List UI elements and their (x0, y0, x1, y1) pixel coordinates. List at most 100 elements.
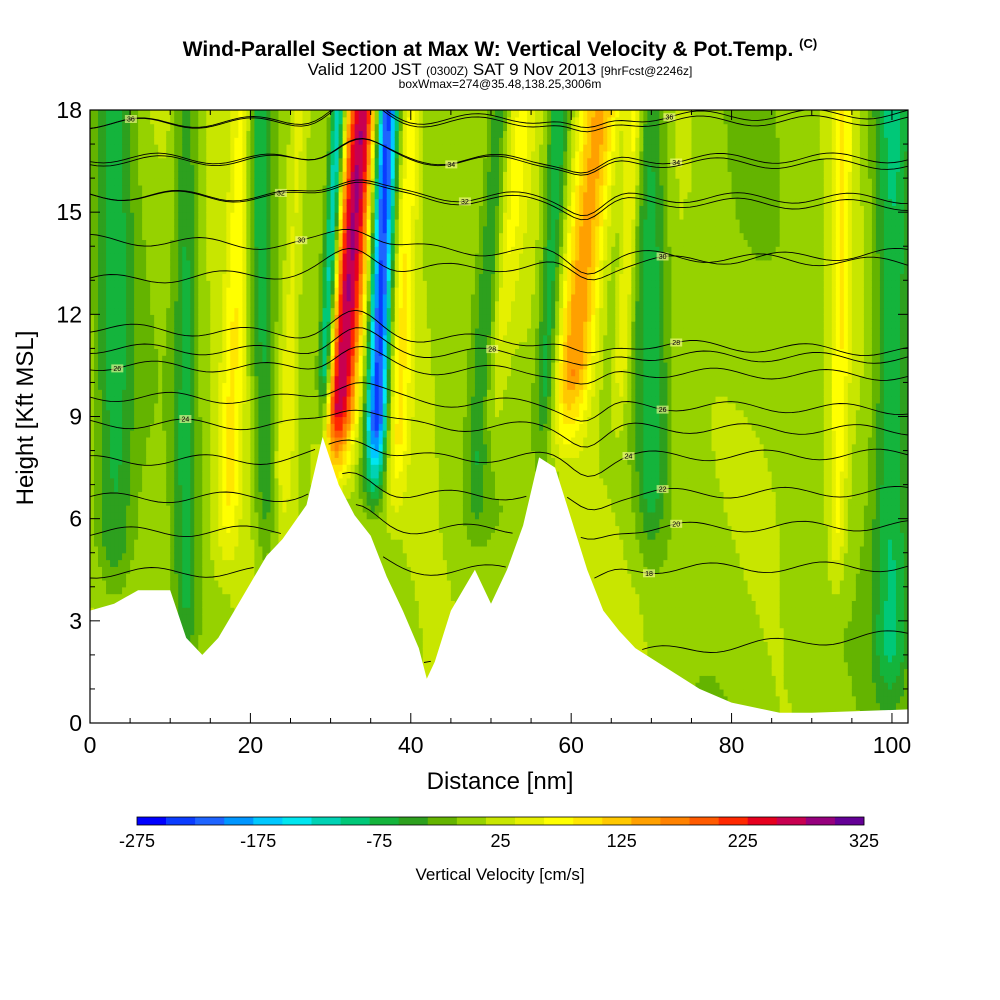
velocity-cell (230, 266, 235, 275)
velocity-cell (250, 232, 255, 241)
velocity-cell (214, 218, 219, 227)
velocity-cell (250, 212, 255, 220)
velocity-cell (270, 348, 276, 356)
velocity-cell (146, 559, 151, 567)
velocity-cell (130, 457, 135, 465)
velocity-cell (294, 300, 300, 309)
velocity-cell (230, 321, 235, 329)
velocity-cell (90, 600, 95, 608)
velocity-cell (246, 559, 251, 567)
velocity-cell (278, 314, 284, 322)
velocity-cell (206, 518, 211, 527)
velocity-cell (210, 327, 215, 336)
velocity-cell (270, 505, 276, 513)
velocity-cell (162, 144, 167, 152)
velocity-cell (194, 164, 199, 172)
velocity-cell (214, 110, 219, 118)
velocity-cell (90, 218, 95, 227)
velocity-cell (118, 566, 123, 574)
velocity-cell (186, 505, 191, 513)
velocity-cell (134, 280, 139, 288)
velocity-cell (130, 348, 135, 356)
velocity-cell (230, 253, 235, 261)
velocity-cell (222, 341, 227, 349)
velocity-cell (138, 205, 143, 213)
velocity-cell (98, 491, 103, 499)
velocity-cell (102, 518, 107, 527)
velocity-cell (158, 130, 163, 138)
velocity-cell (126, 430, 131, 438)
velocity-cell (254, 505, 260, 513)
velocity-cell (254, 457, 260, 465)
velocity-cell (186, 470, 191, 479)
velocity-cell (170, 498, 175, 506)
velocity-cell (114, 273, 119, 281)
velocity-cell (146, 402, 151, 411)
velocity-cell (122, 573, 127, 581)
velocity-cell (142, 348, 147, 356)
velocity-cell (98, 130, 103, 138)
velocity-cell (194, 144, 199, 152)
velocity-cell (302, 334, 308, 343)
velocity-cell (178, 137, 183, 145)
velocity-cell (150, 246, 155, 254)
velocity-cell (210, 225, 215, 234)
velocity-cell (94, 505, 99, 513)
velocity-cell (266, 225, 272, 234)
velocity-cell (250, 430, 255, 438)
velocity-cell (206, 321, 211, 329)
velocity-cell (162, 579, 167, 588)
velocity-cell (98, 579, 103, 588)
velocity-cell (186, 171, 191, 179)
velocity-cell (90, 545, 95, 554)
velocity-cell (94, 355, 99, 363)
velocity-cell (202, 314, 207, 322)
velocity-cell (270, 314, 276, 322)
velocity-cell (286, 491, 292, 499)
velocity-cell (186, 484, 191, 493)
velocity-cell (294, 273, 300, 281)
velocity-cell (150, 266, 155, 275)
velocity-cell (234, 232, 239, 241)
velocity-cell (246, 484, 251, 493)
velocity-cell (306, 110, 312, 118)
velocity-cell (190, 484, 195, 493)
velocity-cell (114, 123, 119, 132)
velocity-cell (102, 246, 107, 254)
velocity-cell (174, 218, 179, 227)
velocity-cell (194, 396, 199, 404)
velocity-cell (210, 205, 215, 213)
velocity-cell (190, 150, 195, 159)
velocity-cell (90, 191, 95, 200)
velocity-cell (282, 470, 288, 479)
velocity-cell (126, 225, 131, 234)
velocity-cell (270, 164, 276, 172)
velocity-cell (134, 225, 139, 234)
velocity-cell (94, 198, 99, 206)
velocity-cell (214, 607, 219, 615)
velocity-cell (122, 307, 127, 315)
velocity-cell (150, 498, 155, 506)
velocity-cell (110, 273, 115, 281)
velocity-cell (306, 348, 312, 356)
velocity-cell (286, 212, 292, 220)
velocity-cell (186, 300, 191, 309)
velocity-cell (274, 470, 280, 479)
velocity-cell (226, 505, 231, 513)
velocity-cell (286, 253, 292, 261)
velocity-cell (226, 293, 231, 302)
velocity-cell (182, 532, 187, 540)
velocity-cell (150, 464, 155, 472)
velocity-cell (174, 137, 179, 145)
velocity-cell (106, 532, 111, 540)
velocity-cell (114, 416, 119, 424)
velocity-cell (158, 348, 163, 356)
velocity-cell (146, 184, 151, 193)
velocity-cell (306, 464, 312, 472)
velocity-cell (146, 246, 151, 254)
velocity-cell (106, 266, 111, 275)
velocity-cell (154, 470, 159, 479)
velocity-cell (206, 641, 211, 649)
velocity-cell (306, 382, 312, 390)
velocity-cell (270, 110, 276, 118)
